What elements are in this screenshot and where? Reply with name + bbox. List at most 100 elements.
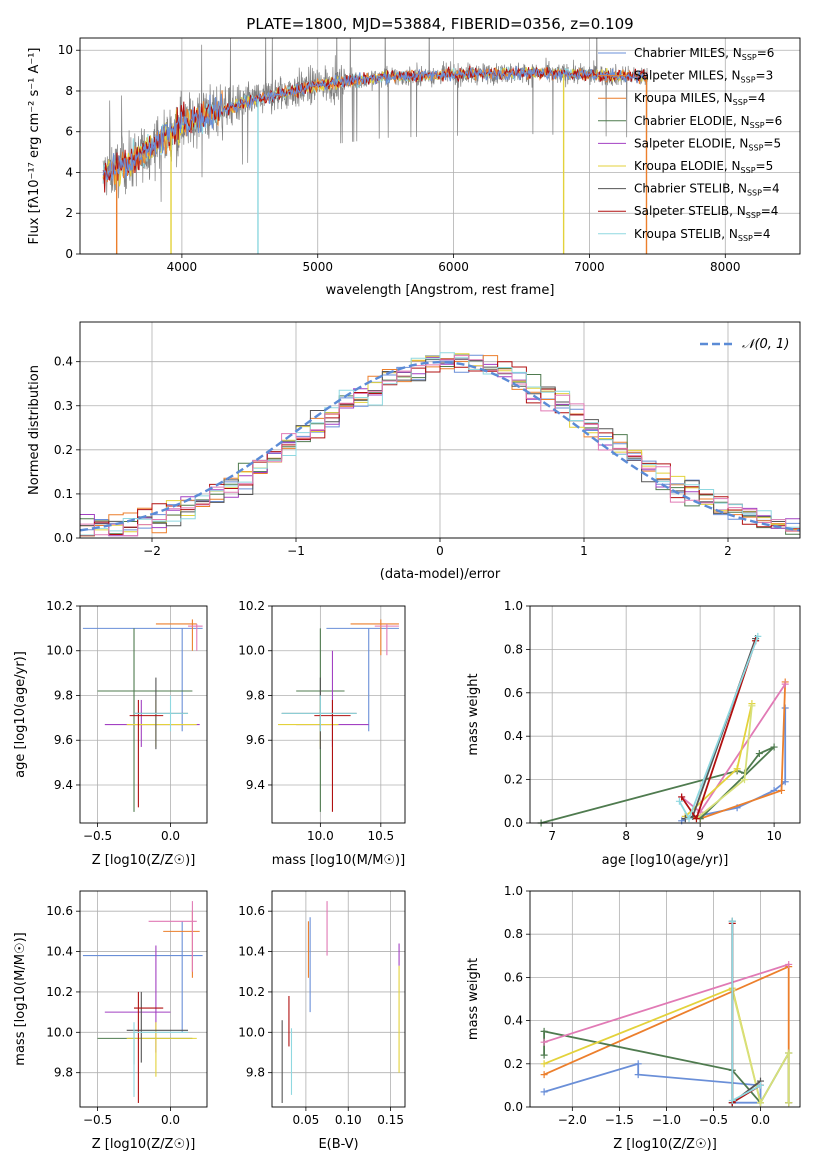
mass-vs-ebv-x-label: E(B-V)	[318, 1137, 358, 1152]
residuals-xtick-label: 2	[724, 544, 732, 558]
age-vs-mass-xtick-label: 10.0	[307, 829, 334, 843]
mass-vs-ebv-ytick-label: 10.6	[238, 904, 265, 918]
weight-vs-Z-y-label: mass weight	[466, 958, 481, 1040]
mass-vs-ebv-xtick-label: 0.05	[293, 1113, 320, 1127]
age-vs-mass-ytick-label: 9.6	[246, 733, 265, 747]
age-vs-mass-x-label: mass [log10(M/M☉)]	[272, 853, 405, 868]
mass-vs-Z-ytick-label: 9.8	[54, 1066, 73, 1080]
weight-vs-Z-point-marker	[540, 1060, 548, 1068]
age-vs-Z-ytick-label: 10.0	[46, 644, 73, 658]
weight-vs-Z-series-line	[731, 990, 790, 1106]
age-vs-Z-ytick-label: 9.8	[54, 688, 73, 702]
age-vs-mass-axes: 10.0 10.5 9.4 9.6 9.8 10.0 10.2	[238, 599, 405, 843]
mass-vs-ebv-ytick-label: 10.0	[238, 1025, 265, 1039]
legend-entry: Kroupa STELIB, NSSP=4	[634, 227, 771, 243]
weight-vs-Z-xtick-label: −2.0	[558, 1113, 587, 1127]
weight-vs-Z-series-line	[543, 963, 789, 1044]
weight-vs-age-point-marker	[781, 680, 789, 688]
residuals-xtick-label: 0	[436, 544, 444, 558]
age-vs-mass-ytick-label: 9.4	[246, 778, 265, 792]
weight-vs-age-point-marker	[778, 786, 786, 794]
age-vs-Z-ytick-label: 10.2	[46, 599, 73, 613]
mass-vs-Z-axes: −0.5 0.0 9.8 10.0 10.2 10.4 10.6	[46, 891, 207, 1127]
mass-vs-ebv-xtick-label: 0.15	[377, 1113, 404, 1127]
age-vs-Z-points	[82, 619, 203, 812]
weight-vs-age-xtick-label: 7	[548, 829, 556, 843]
age-vs-mass-frame	[271, 605, 406, 824]
weight-vs-age-ytick-label: 0.8	[504, 642, 523, 656]
residuals-ytick-label: 0.4	[54, 355, 73, 369]
weight-vs-age-frame	[529, 605, 801, 824]
residuals-frame	[79, 321, 801, 539]
mass-vs-ebv-xtick-label: 0.10	[335, 1113, 362, 1127]
residuals-xtick-label: −1	[287, 544, 305, 558]
spectrum-ytick-label: 0	[65, 247, 73, 261]
weight-vs-age-ytick-label: 1.0	[504, 599, 523, 613]
weight-vs-Z-point-marker	[785, 1049, 793, 1057]
weight-vs-age-y-label: mass weight	[466, 673, 481, 755]
residuals-ytick-label: 0.1	[54, 487, 73, 501]
spectrum-ytick-label: 6	[65, 125, 73, 139]
legend-entry: Kroupa ELODIE, NSSP=5	[634, 159, 773, 175]
mass-vs-Z-ytick-label: 10.4	[46, 945, 73, 959]
legend-entry: Salpeter ELODIE, NSSP=5	[634, 136, 781, 152]
weight-vs-Z-point-marker	[540, 1038, 548, 1046]
spectrum-xtick-label: 7000	[574, 260, 605, 274]
weight-vs-Z-xtick-label: −1.5	[605, 1113, 634, 1127]
weight-vs-age-ytick-label: 0.6	[504, 686, 523, 700]
spectrum-legend: Chabrier MILES, NSSP=6 Salpeter MILES, NS…	[598, 46, 782, 243]
weight-vs-age-series	[537, 632, 789, 827]
residuals-x-label: (data-model)/error	[380, 567, 501, 582]
spectrum-xtick-label: 6000	[438, 260, 469, 274]
mass-vs-ebv-frame	[271, 890, 406, 1108]
residuals-ytick-label: 0.3	[54, 399, 73, 413]
weight-vs-Z-xtick-label: −0.5	[699, 1113, 728, 1127]
spectrum-y-label: Flux [fλ10⁻¹⁷ erg cm⁻² s⁻¹ A⁻¹]	[27, 48, 42, 245]
weight-vs-Z-xtick-label: −1.0	[652, 1113, 681, 1127]
residuals-histograms	[80, 352, 800, 537]
age-vs-mass-xtick-label: 10.5	[367, 829, 394, 843]
weight-vs-age-point-marker	[781, 778, 789, 786]
age-vs-Z-xtick-label: 0.0	[161, 829, 180, 843]
mass-vs-Z-xtick-label: 0.0	[161, 1113, 180, 1127]
weight-vs-age-point-marker	[755, 750, 763, 758]
weight-vs-age-ytick-label: 0.0	[504, 816, 523, 830]
residuals-legend-label: 𝒩(0, 1)	[742, 337, 789, 352]
mass-vs-Z-xtick-label: −0.5	[83, 1113, 112, 1127]
legend-entry: Chabrier ELODIE, NSSP=6	[634, 114, 782, 130]
mass-vs-Z-ytick-label: 10.2	[46, 985, 73, 999]
legend-entry: Chabrier MILES, NSSP=6	[634, 46, 774, 62]
weight-vs-age-ytick-label: 0.4	[504, 729, 523, 743]
age-vs-mass-ytick-label: 10.0	[238, 644, 265, 658]
mass-vs-Z-points	[82, 901, 203, 1103]
mass-vs-ebv-ytick-label: 9.8	[246, 1066, 265, 1080]
residuals-xtick-label: −2	[143, 544, 161, 558]
legend-entry: Kroupa MILES, NSSP=4	[634, 91, 765, 107]
weight-vs-age-point-marker	[685, 815, 693, 823]
weight-vs-age-point-marker	[675, 797, 683, 805]
age-vs-Z-axes: −0.5 0.0 9.4 9.6 9.8 10.0 10.2	[46, 599, 207, 843]
weight-vs-Z-point-marker	[785, 960, 793, 968]
residuals-xtick-label: 1	[580, 544, 588, 558]
weight-vs-Z-point-marker	[728, 917, 736, 925]
spectrum-xtick-label: 4000	[167, 260, 198, 274]
age-vs-Z-ytick-label: 9.4	[54, 778, 73, 792]
weight-vs-Z-point-marker	[785, 1099, 793, 1107]
residuals-normal-curve	[80, 360, 800, 532]
mass-vs-ebv-axes: 0.05 0.10 0.15 9.8 10.0 10.2 10.4 10.6	[238, 891, 405, 1127]
legend-entry: Chabrier STELIB, NSSP=4	[634, 182, 780, 198]
legend-entry: Salpeter MILES, NSSP=3	[634, 69, 773, 85]
spectrum-ytick-label: 8	[65, 84, 73, 98]
spectrum-model-line	[102, 65, 648, 181]
weight-vs-Z-ytick-label: 0.4	[504, 1014, 523, 1028]
weight-vs-Z-point-marker	[756, 1081, 764, 1089]
weight-vs-Z-point-marker	[634, 1060, 642, 1068]
mass-vs-Z-y-label: mass [log10(M/M☉)]	[13, 932, 28, 1065]
spectrum-x-label: wavelength [Angstrom, rest frame]	[326, 283, 555, 298]
mass-vs-Z-ytick-label: 10.0	[46, 1025, 73, 1039]
residuals-ytick-label: 0.2	[54, 443, 73, 457]
weight-vs-age-point-marker	[692, 815, 700, 823]
weight-vs-Z-series	[540, 917, 793, 1107]
weight-vs-Z-ytick-label: 1.0	[504, 884, 523, 898]
